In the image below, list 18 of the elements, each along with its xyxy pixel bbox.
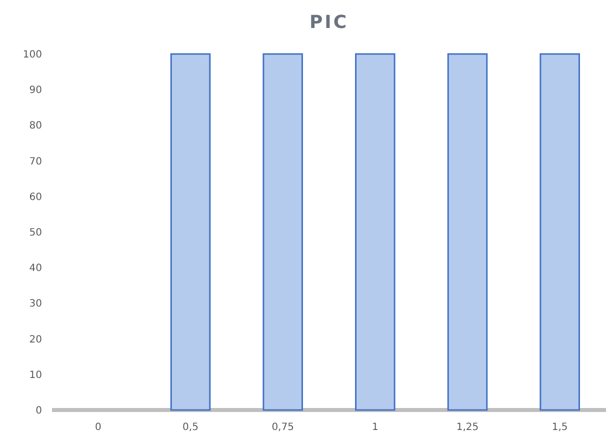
y-tick-label: 30 xyxy=(29,298,42,310)
x-tick-label: 0,5 xyxy=(182,422,198,433)
chart-title: PIC xyxy=(309,12,349,33)
y-tick-label: 20 xyxy=(29,334,42,346)
x-tick-label: 1 xyxy=(372,422,378,433)
y-tick-label: 70 xyxy=(29,156,42,168)
y-tick-label: 90 xyxy=(29,85,42,96)
x-tick-label: 1,25 xyxy=(456,422,479,433)
y-tick-label: 10 xyxy=(29,370,42,381)
x-tick-label: 0,75 xyxy=(272,422,294,433)
y-tick-label: 0 xyxy=(36,406,42,416)
x-tick-label: 1,5 xyxy=(552,422,568,433)
y-tick-label: 50 xyxy=(29,228,42,238)
y-tick-label: 100 xyxy=(22,50,42,60)
y-tick-label: 40 xyxy=(29,263,42,274)
x-tick-label: 0 xyxy=(94,422,102,433)
y-tick-label: 80 xyxy=(29,120,42,132)
y-tick-label: 60 xyxy=(29,192,42,203)
